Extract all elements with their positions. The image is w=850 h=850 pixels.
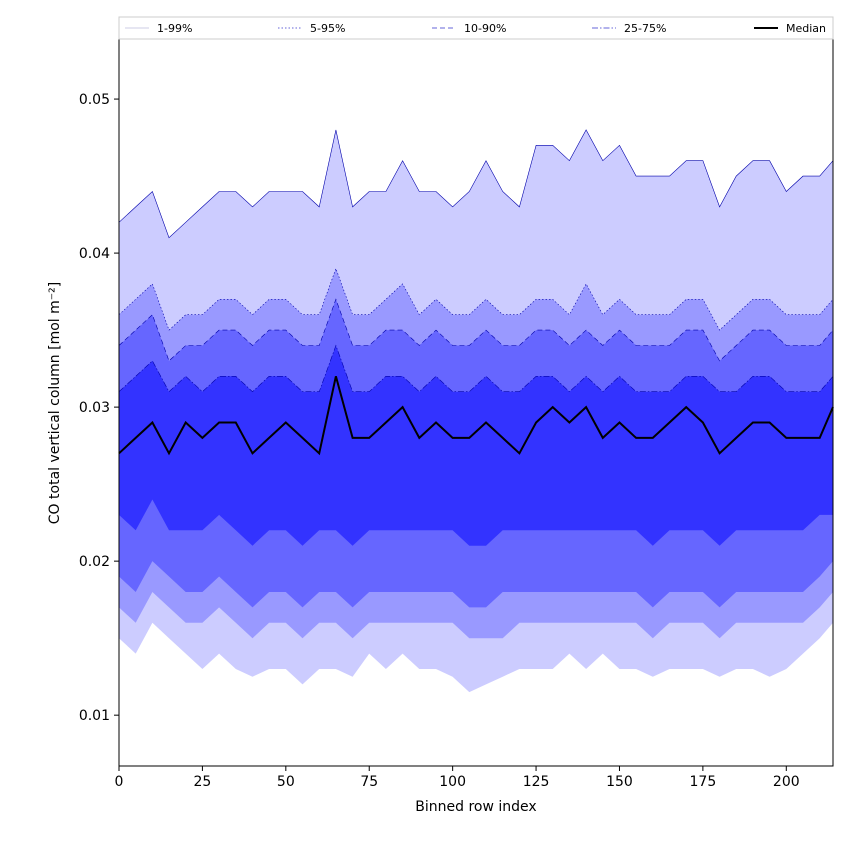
legend-label: Median (786, 22, 826, 35)
y-tick-label: 0.03 (79, 400, 110, 416)
y-axis-ticks: 0.01 0.02 0.03 0.04 0.05 (79, 92, 119, 724)
band-edge-25-75% (118, 344, 834, 393)
y-tick-label: 0.05 (79, 92, 110, 108)
x-axis-label: Binned row index (415, 799, 536, 815)
x-tick-label: 100 (439, 774, 466, 790)
band-edge-10-90% (118, 298, 834, 362)
x-tick-label: 150 (606, 774, 633, 790)
y-tick-label: 0.02 (79, 554, 110, 570)
legend: 1-99% 5-95% 10-90% 25-75% Median (118, 16, 834, 40)
percentile-bands (118, 129, 834, 693)
legend-label: 1-99% (157, 22, 192, 35)
y-tick-label: 0.01 (79, 708, 110, 724)
band-edge-5-95% (118, 267, 834, 331)
x-tick-label: 200 (773, 774, 800, 790)
median-line (118, 376, 834, 456)
legend-label: 5-95% (310, 22, 345, 35)
band-25-75% (119, 345, 833, 546)
y-axis-label: CO total vertical column [mol m⁻²] (47, 282, 63, 524)
x-tick-label: 125 (523, 774, 550, 790)
x-tick-label: 50 (277, 774, 295, 790)
x-tick-label: 175 (690, 774, 717, 790)
median-layer (118, 376, 834, 456)
x-tick-label: 75 (360, 774, 378, 790)
band-edge-1-99% (118, 129, 834, 239)
legend-label: 10-90% (464, 22, 506, 35)
x-axis-ticks: 0 25 50 75 100 125 150 175 200 (115, 766, 800, 790)
x-tick-label: 25 (193, 774, 211, 790)
y-tick-label: 0.04 (79, 246, 110, 262)
x-tick-label: 0 (115, 774, 124, 790)
legend-box (118, 16, 834, 40)
legend-label: 25-75% (624, 22, 666, 35)
